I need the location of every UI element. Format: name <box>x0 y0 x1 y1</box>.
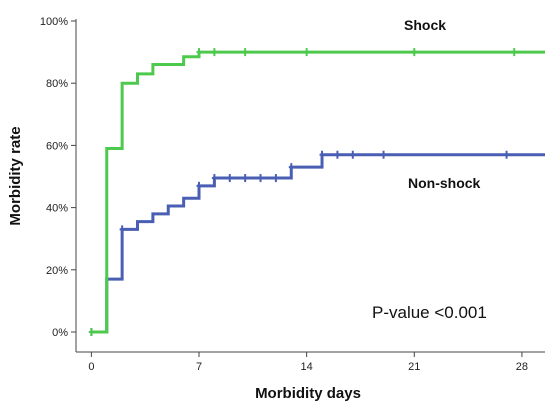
p-value-annotation: P-value <0.001 <box>372 303 487 322</box>
x-tick-label: 21 <box>408 361 420 373</box>
x-axis-title: Morbidity days <box>255 385 361 402</box>
y-tick-label: 80% <box>46 78 68 90</box>
x-tick-label: 7 <box>196 361 202 373</box>
y-axis-title: Morbidity rate <box>7 126 24 225</box>
series-line-non-shock <box>91 153 545 334</box>
y-tick-label: 20% <box>46 265 68 277</box>
x-tick-label: 0 <box>88 361 94 373</box>
y-tick-label: 40% <box>46 203 68 215</box>
series-label-shock: Shock <box>404 17 446 33</box>
x-tick-label: 28 <box>516 361 528 373</box>
y-tick-label: 60% <box>46 140 68 152</box>
censor-marks <box>88 48 517 336</box>
series-label-non-shock: Non-shock <box>408 175 481 191</box>
y-tick-label: 100% <box>40 16 68 28</box>
axes: 0% 20% 40% 60% 80% 100% 0 7 14 21 28 <box>40 16 545 373</box>
series-line-shock <box>91 50 545 334</box>
y-tick-label: 0% <box>52 327 68 339</box>
series-lines <box>91 50 545 334</box>
x-tick-label: 14 <box>301 361 313 373</box>
